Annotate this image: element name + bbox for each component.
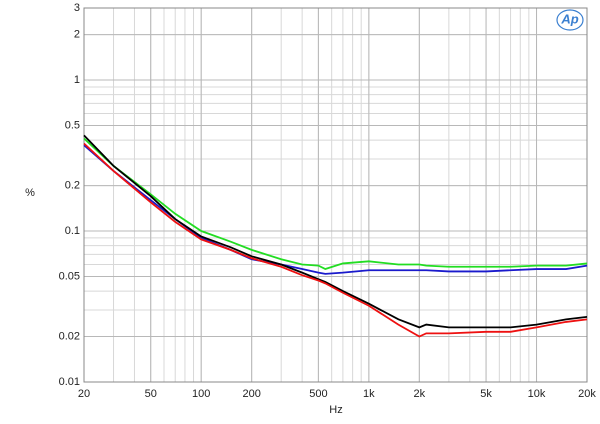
series-line	[83, 137, 588, 271]
x-tick-label: 50	[145, 388, 157, 400]
x-tick-label: 20	[78, 388, 90, 400]
logo: Ap	[556, 9, 584, 31]
x-tick-label: 500	[309, 388, 327, 400]
x-tick-label: 1k	[363, 388, 375, 400]
y-tick-label: 0.02	[59, 330, 80, 342]
y-tick-label: 0.2	[65, 179, 80, 191]
series-line	[83, 142, 588, 338]
x-tick-label: 10k	[528, 388, 546, 400]
x-tick-label: 20k	[578, 388, 596, 400]
y-tick-label: 0.05	[59, 270, 80, 282]
x-axis-label: Hz	[329, 404, 342, 416]
y-tick-label: 0.01	[59, 376, 80, 388]
x-tick-label: 2k	[414, 388, 426, 400]
y-axis-label: %	[25, 187, 35, 199]
logo-text: Ap	[560, 11, 578, 26]
series-line	[83, 134, 588, 329]
x-tick-label: 100	[192, 388, 210, 400]
y-tick-label: 2	[74, 28, 80, 40]
x-tick-label: 200	[242, 388, 260, 400]
plot-frame	[83, 7, 588, 383]
y-tick-label: 3	[74, 2, 80, 14]
y-tick-label: 0.1	[65, 225, 80, 237]
logo-ring	[556, 9, 584, 31]
y-tick-label: 1	[74, 74, 80, 86]
x-tick-label: 5k	[480, 388, 492, 400]
y-tick-label: 0.5	[65, 119, 80, 131]
